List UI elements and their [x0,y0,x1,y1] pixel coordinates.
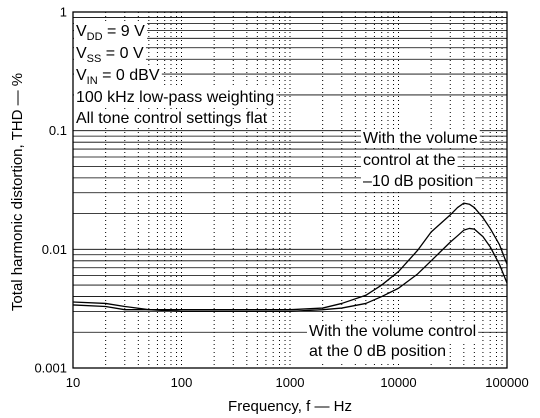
tick-labels: 10 100 1000 10000 100000 0.001 0.01 0.1 1 [34,5,528,391]
condition-vdd-value: = 9 V [103,23,146,40]
annotation-background [307,322,479,341]
condition-vss-symbol: V [76,45,87,62]
annotation-background [74,44,146,66]
condition-vin: VIN = 0 dBV [76,67,160,87]
series-line-0 [72,202,508,311]
series-label-minus10db-line3: –10 dB position [363,173,473,190]
condition-weighting: 100 kHz low-pass weighting [76,89,274,106]
condition-tone-controls: All tone control settings flat [76,110,268,127]
condition-vin-value: = 0 dBV [98,67,160,84]
series-lines [72,202,508,313]
y-axis-title: Total harmonic distortion, THD — % [9,73,26,311]
annotation-background [361,151,458,170]
annotation-background [74,22,148,44]
x-axis-title: Frequency, f — Hz [228,398,352,415]
y-tick-label: 0.1 [49,123,67,138]
condition-vss: VSS = 0 V [76,45,144,65]
series-label-0db-line2: at the 0 dB position [309,343,446,360]
condition-vdd-symbol: V [76,23,87,40]
annotation-background [361,172,476,191]
y-tick-label: 0.01 [42,242,67,257]
condition-vss-value: = 0 V [101,45,144,62]
series-line-1 [72,227,508,313]
annotation-background [307,342,448,361]
series-label-minus10db-line2: control at the [363,152,456,169]
x-tick-label: 100 [171,375,193,390]
annotations: VDD = 9 V VSS = 0 V VIN = 0 dBV 100 kHz … [74,22,480,361]
annotation-background [361,129,480,148]
condition-vdd-subscript: DD [87,31,103,43]
series-label-0db-line1: With the volume control [309,323,476,340]
plot-frame [72,11,508,369]
y-tick-label: 1 [60,5,67,20]
x-tick-label: 1000 [276,375,305,390]
series-label-minus10db-line1: With the volume [363,130,478,147]
annotation-background [74,109,270,128]
x-tick-label: 100000 [485,375,528,390]
condition-vin-subscript: IN [87,75,98,87]
annotation-background [74,88,277,107]
condition-vin-symbol: V [76,67,87,84]
x-tick-label: 10000 [380,375,416,390]
condition-vdd: VDD = 9 V [76,23,145,43]
annotation-background [74,66,162,88]
condition-vss-subscript: SS [87,53,102,65]
y-tick-label: 0.001 [34,361,67,376]
x-tick-label: 10 [66,375,80,390]
